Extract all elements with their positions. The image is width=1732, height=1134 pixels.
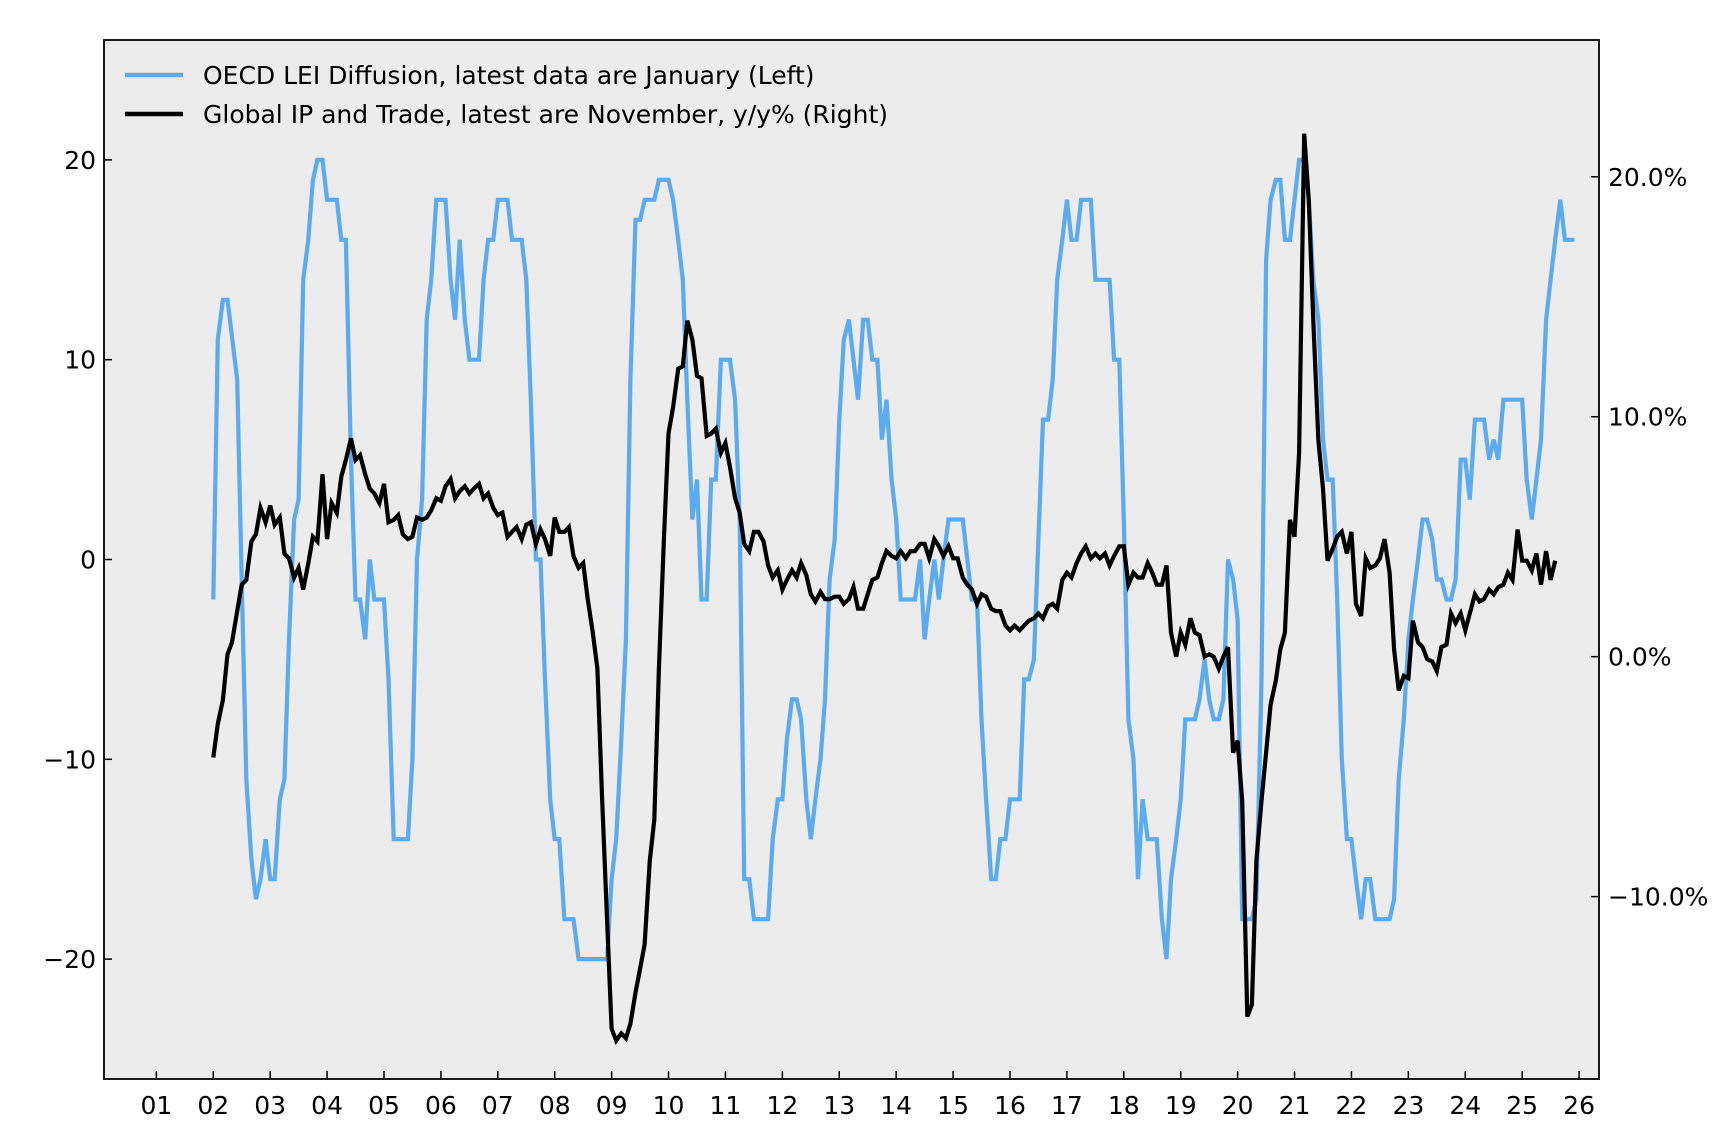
y-left-tick-label: 10 [64, 346, 96, 375]
series-line-ip-trade [211, 133, 1558, 1046]
legend-label-ip-trade: Global IP and Trade, latest are November… [203, 100, 888, 129]
x-tick-label: 11 [710, 1091, 742, 1120]
x-tick-label: 03 [254, 1091, 286, 1120]
x-tick-label: 02 [197, 1091, 229, 1120]
y-right-tick-label: 10.0% [1608, 403, 1687, 432]
x-tick-label: 17 [1051, 1091, 1083, 1120]
x-tick-label: 14 [880, 1091, 912, 1120]
y-left-tick-label: 20 [64, 146, 96, 175]
y-left-tick-label: −20 [43, 945, 96, 974]
x-tick-label: 04 [311, 1091, 343, 1120]
y-left-tick-label: −10 [43, 745, 96, 774]
x-tick-label: 01 [140, 1091, 172, 1120]
y-right-tick-label: 20.0% [1608, 163, 1687, 192]
x-tick-label: 26 [1563, 1091, 1595, 1120]
x-tick-label: 15 [937, 1091, 969, 1120]
x-tick-label: 10 [653, 1091, 685, 1120]
x-tick-label: 09 [596, 1091, 628, 1120]
x-tick-label: 08 [539, 1091, 571, 1120]
x-tick-label: 06 [425, 1091, 457, 1120]
y-left-tick-label: 0 [80, 546, 96, 575]
legend-label-lei: OECD LEI Diffusion, latest data are Janu… [203, 61, 815, 90]
x-tick-label: 21 [1279, 1091, 1311, 1120]
x-tick-label: 07 [482, 1091, 514, 1120]
x-tick-label: 12 [766, 1091, 798, 1120]
x-tick-label: 05 [368, 1091, 400, 1120]
x-tick-label: 25 [1506, 1091, 1538, 1120]
x-tick-label: 19 [1165, 1091, 1197, 1120]
x-tick-label: 23 [1392, 1091, 1424, 1120]
y-right-tick-label: −10.0% [1608, 883, 1708, 912]
x-tick-label: 16 [994, 1091, 1026, 1120]
series-layer [211, 133, 1575, 1046]
legend: OECD LEI Diffusion, latest data are Janu… [125, 61, 888, 129]
ticks-layer: 01 02 03 04 05 06 07 08 09 10 11 12 13 14 15 16 17 18 19 20… [43, 146, 1708, 1120]
series-line-lei-diffusion [211, 157, 1575, 962]
x-tick-label: 13 [823, 1091, 855, 1120]
y-right-tick-label: 0.0% [1608, 643, 1672, 672]
x-tick-label: 18 [1108, 1091, 1140, 1120]
x-tick-label: 24 [1449, 1091, 1481, 1120]
x-tick-label: 20 [1222, 1091, 1254, 1120]
x-tick-label: 22 [1336, 1091, 1368, 1120]
